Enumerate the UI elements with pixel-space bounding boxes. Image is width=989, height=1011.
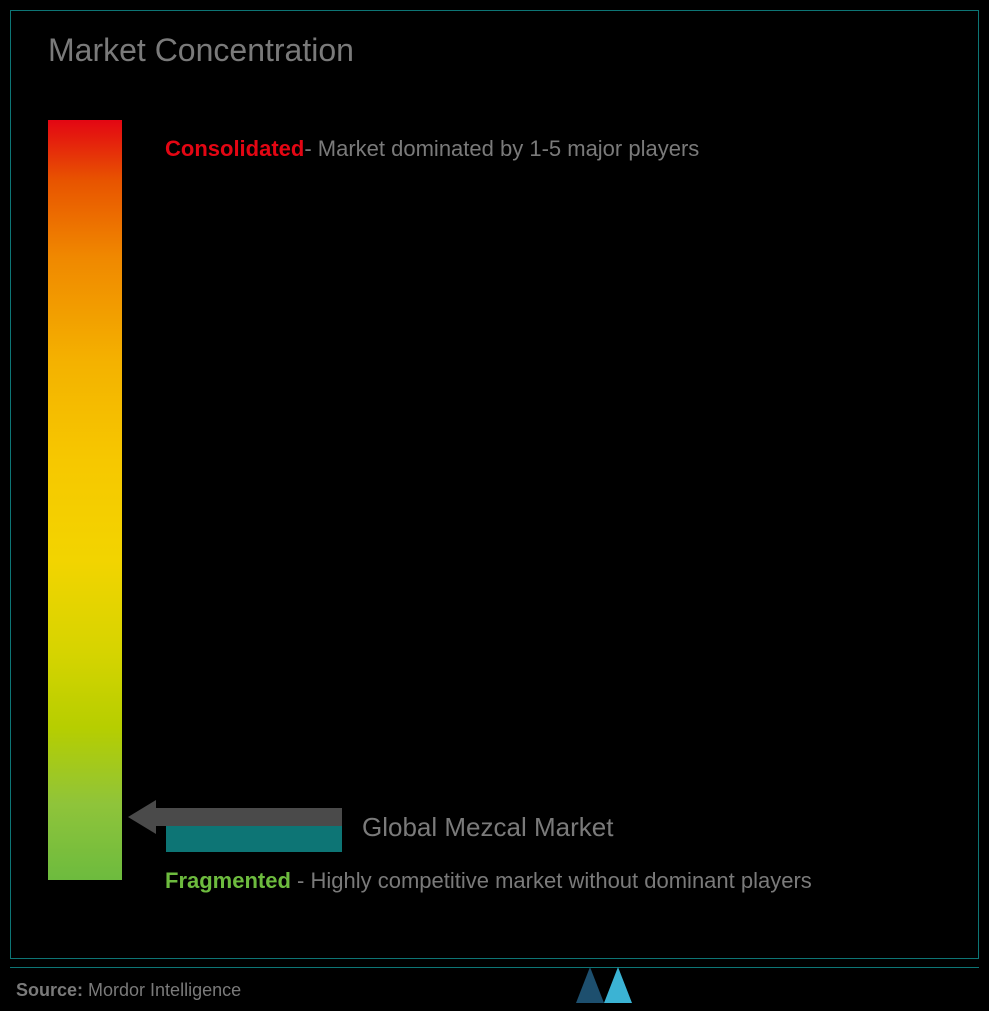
arrow-shaft-dark xyxy=(152,808,342,826)
fragmented-rest: - Highly competitive market without domi… xyxy=(291,868,812,893)
source-label: Source: xyxy=(16,980,83,1000)
market-position-arrow xyxy=(128,800,342,852)
market-name-label: Global Mezcal Market xyxy=(362,812,613,843)
fragmented-highlight: Fragmented xyxy=(165,868,291,893)
fragmented-label: Fragmented - Highly competitive market w… xyxy=(165,868,812,894)
logo-peak-left xyxy=(576,967,604,1003)
source-value: Mordor Intelligence xyxy=(83,980,241,1000)
concentration-gradient-bar xyxy=(48,120,122,880)
chart-title: Market Concentration xyxy=(48,32,354,69)
consolidated-label: Consolidated- Market dominated by 1-5 ma… xyxy=(165,136,699,162)
logo-peak-right xyxy=(604,967,632,1003)
mordor-logo-icon xyxy=(574,963,644,1003)
consolidated-highlight: Consolidated xyxy=(165,136,304,161)
source-attribution: Source: Mordor Intelligence xyxy=(16,980,241,1001)
arrow-shaft-teal xyxy=(166,826,342,852)
consolidated-rest: - Market dominated by 1-5 major players xyxy=(304,136,699,161)
source-divider xyxy=(10,967,979,976)
